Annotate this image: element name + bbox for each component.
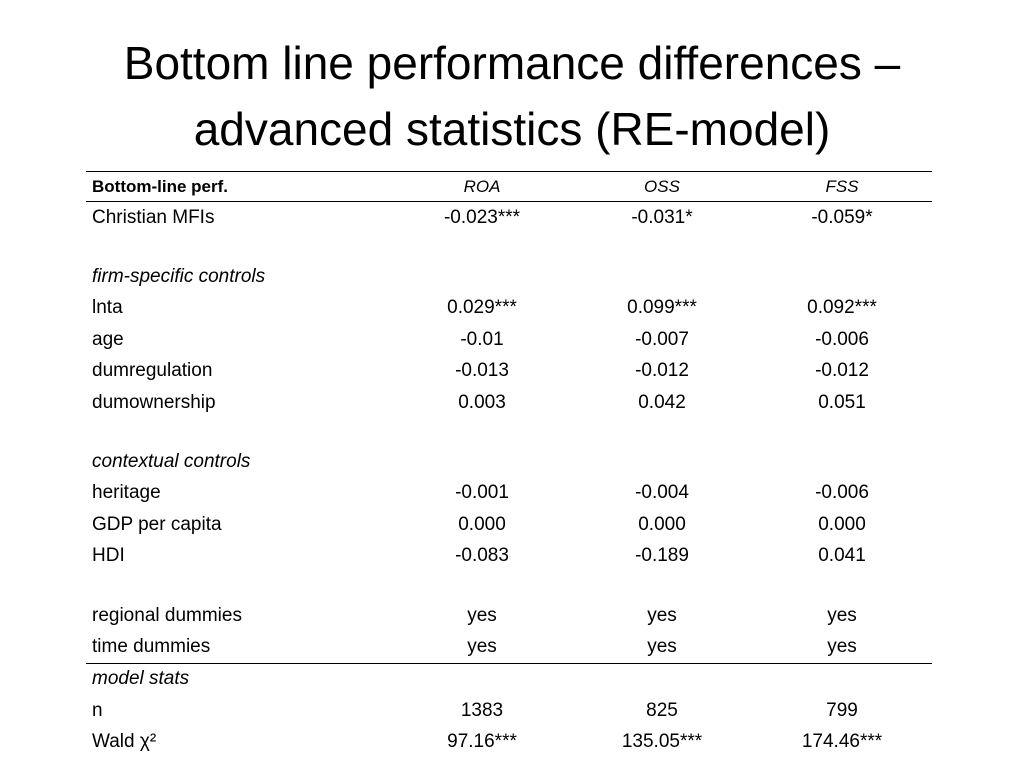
cell-oss: 825 xyxy=(646,699,678,721)
row-label: regional dummies xyxy=(92,604,242,626)
cell-roa: 0.000 xyxy=(458,513,506,535)
regression-results-table: Bottom-line perf. ROA OSS FSS Christian … xyxy=(86,171,932,758)
section-label: firm-specific controls xyxy=(92,266,266,288)
cell-oss: 0.099*** xyxy=(627,297,697,319)
cell-roa: 1383 xyxy=(460,699,504,721)
row-label: heritage xyxy=(92,482,161,504)
spacer-row xyxy=(86,418,932,446)
row-label: time dummies xyxy=(86,631,392,664)
cell-roa: -0.01 xyxy=(460,328,504,350)
header-label: Bottom-line perf. xyxy=(86,171,392,202)
cell-oss: -0.007 xyxy=(635,328,689,350)
cell-roa: -0.083 xyxy=(455,545,509,567)
cell-roa: yes xyxy=(467,604,497,626)
cell-oss: -0.012 xyxy=(635,360,689,382)
cell-oss: 135.05*** xyxy=(621,731,703,753)
cell-roa: 0.029*** xyxy=(447,297,517,319)
cell-fss: yes xyxy=(827,604,857,626)
table-row-wald-chi2: Wald χ² 97.16*** 135.05*** 174.46*** xyxy=(86,726,932,757)
cell-roa: -0.001 xyxy=(455,482,509,504)
row-label: dumownership xyxy=(92,391,216,413)
section-row-model-stats: model stats xyxy=(86,663,932,695)
cell-fss: 174.46*** xyxy=(801,731,883,753)
section-row-contextual: contextual controls xyxy=(86,446,932,477)
cell-fss: -0.006 xyxy=(815,328,869,350)
cell-roa: -0.013 xyxy=(455,360,509,382)
table-row-dumregulation: dumregulation -0.013 -0.012 -0.012 xyxy=(86,356,932,387)
table-row-age: age -0.01 -0.007 -0.006 xyxy=(86,324,932,355)
cell-roa: 0.003 xyxy=(458,391,506,413)
cell-oss: 0.000 xyxy=(638,513,686,535)
cell-fss: -0.012 xyxy=(815,360,869,382)
cell-oss: -0.031* xyxy=(631,206,693,228)
header-fss: FSS xyxy=(752,171,932,202)
table-row-christian-mfis: Christian MFIs -0.023*** -0.031* -0.059* xyxy=(86,202,932,234)
table-row-dumownership: dumownership 0.003 0.042 0.051 xyxy=(86,387,932,418)
table-row-hdi: HDI -0.083 -0.189 0.041 xyxy=(86,541,932,572)
table-row-lnta: lnta 0.029*** 0.099*** 0.092*** xyxy=(86,293,932,324)
table-row-n: n 1383 825 799 xyxy=(86,695,932,726)
cell-roa: -0.023*** xyxy=(443,206,521,228)
row-label: Christian MFIs xyxy=(92,206,215,228)
cell-oss: yes xyxy=(647,604,677,626)
row-label: age xyxy=(92,328,124,350)
table-row-heritage: heritage -0.001 -0.004 -0.006 xyxy=(86,478,932,509)
spacer-row xyxy=(86,572,932,600)
header-roa: ROA xyxy=(392,171,572,202)
cell-fss: 0.041 xyxy=(818,545,866,567)
cell-fss: -0.059* xyxy=(811,206,873,228)
table-row-regional-dummies: regional dummies yes yes yes xyxy=(86,600,932,631)
cell-fss: 0.051 xyxy=(818,391,866,413)
spacer-row xyxy=(86,233,932,261)
cell-fss: -0.006 xyxy=(815,482,869,504)
slide-title: Bottom line performance differences – ad… xyxy=(0,30,1024,162)
section-label: model stats xyxy=(92,668,190,690)
cell-fss: 0.092*** xyxy=(807,297,877,319)
header-oss: OSS xyxy=(572,171,752,202)
cell-oss: yes xyxy=(572,631,752,664)
table-header-row: Bottom-line perf. ROA OSS FSS xyxy=(86,171,932,202)
cell-fss: yes xyxy=(752,631,932,664)
row-label: HDI xyxy=(92,545,125,567)
cell-fss: 799 xyxy=(826,699,858,721)
section-row-firm-specific: firm-specific controls xyxy=(86,261,932,292)
row-label: dumregulation xyxy=(92,360,213,382)
row-label: n xyxy=(92,699,103,721)
table-row-gdp-per-capita: GDP per capita 0.000 0.000 0.000 xyxy=(86,509,932,540)
cell-fss: 0.000 xyxy=(818,513,866,535)
cell-oss: 0.042 xyxy=(638,391,686,413)
row-label: lnta xyxy=(92,297,123,319)
slide-title-line-1: Bottom line performance differences – xyxy=(123,37,901,89)
cell-oss: -0.189 xyxy=(635,545,689,567)
slide-title-line-2: advanced statistics (RE-model) xyxy=(193,103,831,155)
row-label: Wald χ² xyxy=(92,731,157,753)
cell-oss: -0.004 xyxy=(635,482,689,504)
section-label: contextual controls xyxy=(92,451,251,473)
table-row-time-dummies: time dummies yes yes yes xyxy=(86,631,932,664)
row-label: GDP per capita xyxy=(92,513,222,535)
cell-roa: 97.16*** xyxy=(447,731,517,753)
cell-roa: yes xyxy=(392,631,572,664)
